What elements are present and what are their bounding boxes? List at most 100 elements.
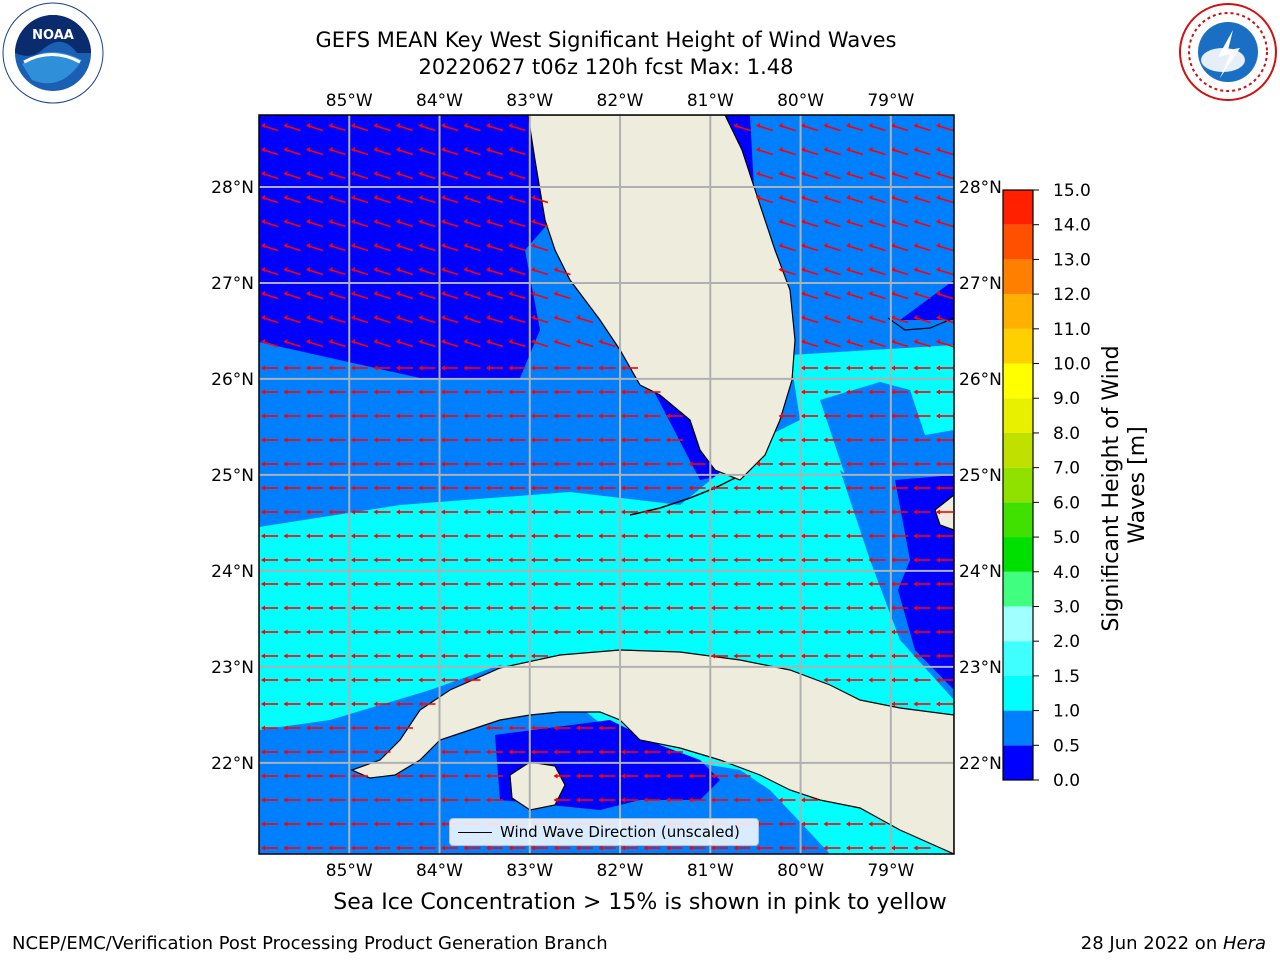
wind-arrow-head [576, 605, 580, 611]
wind-arrow-head [688, 797, 693, 803]
wind-arrow-head [733, 509, 738, 515]
wind-arrow-head [261, 315, 265, 320]
wind-arrow-head [621, 365, 625, 371]
wind-arrow-head [463, 605, 468, 611]
wind-arrow-head [463, 797, 468, 803]
wind-arrow-head [576, 485, 580, 491]
wind-arrow-head [261, 437, 265, 443]
wind-arrow-head [441, 389, 445, 395]
wind-arrow-head [846, 219, 850, 224]
wind-arrow-head [756, 461, 760, 467]
wind-arrow-head [396, 219, 400, 224]
wind-arrow-head [643, 773, 648, 779]
wind-arrow-head [621, 413, 625, 419]
wind-arrow-head [261, 557, 265, 563]
wind-arrow-head [441, 821, 445, 827]
wind-arrow-head [621, 605, 625, 611]
wind-arrow-head [418, 413, 423, 419]
colorbar-tick-label: 4.0 [1053, 563, 1080, 583]
wind-arrow-head [463, 413, 468, 419]
wind-arrow-head [441, 315, 445, 320]
wind-arrow-head [396, 339, 400, 344]
colorbar-swatch [1003, 328, 1033, 364]
wind-arrow-head [576, 725, 580, 731]
wind-arrow-head [936, 147, 940, 152]
wind-arrow-head [418, 629, 423, 635]
wind-arrow-head [328, 219, 333, 224]
wind-arrow-head [913, 629, 918, 635]
wind-arrow-head [351, 533, 355, 539]
wind-arrow-head [756, 797, 760, 803]
wind-arrow-head [598, 557, 603, 563]
wind-arrow-head [351, 291, 355, 296]
wind-arrow-head [418, 267, 423, 272]
wind-arrow-head [801, 557, 805, 563]
wind-arrow-head [553, 267, 558, 272]
wind-arrow-head [418, 581, 423, 587]
wind-arrow-head [531, 509, 535, 515]
wind-arrow-head [306, 461, 310, 467]
wind-arrow-head [598, 339, 603, 344]
wind-arrow-head [351, 243, 355, 248]
wind-arrow-head [531, 315, 535, 320]
wind-arrow-head [531, 725, 535, 731]
wind-arrow-head [373, 605, 378, 611]
wind-arrow-head [351, 605, 355, 611]
wind-arrow-head [846, 389, 850, 395]
wind-arrow-head [733, 533, 738, 539]
colorbar-tick-label: 0.5 [1053, 736, 1080, 756]
wind-arrow-head [553, 581, 558, 587]
wind-arrow-head [936, 123, 940, 128]
wind-arrow-head [351, 413, 355, 419]
lon-label: 82°W [597, 861, 644, 881]
wind-arrow-head [913, 845, 918, 851]
wind-arrow-head [306, 677, 310, 683]
wind-arrow-head [373, 653, 378, 659]
wind-arrow-head [283, 605, 288, 611]
wind-arrow-head [846, 509, 850, 515]
wind-arrow-head [261, 773, 265, 779]
colorbar-tick-label: 14.0 [1053, 216, 1091, 236]
wind-arrow-head [508, 389, 513, 395]
wind-arrow-head [598, 437, 603, 443]
colorbar-swatch [1003, 467, 1033, 503]
wind-arrow-head [891, 243, 895, 248]
footer-date: 28 Jun 2022 on Hera [1081, 933, 1266, 954]
wind-arrow-head [801, 195, 805, 200]
wind-arrow-head [688, 773, 693, 779]
wind-arrow-head [261, 171, 265, 176]
wind-arrow-head [531, 461, 535, 467]
wind-arrow-head [508, 219, 513, 224]
wind-arrow-head [936, 677, 940, 683]
wind-arrow-head [553, 315, 558, 320]
wind-arrow-head [643, 509, 648, 515]
wind-arrow-head [846, 845, 850, 851]
wind-arrow-head [823, 485, 828, 491]
wind-arrow-head [351, 339, 355, 344]
wind-arrow-head [823, 315, 828, 320]
lon-label: 80°W [777, 861, 824, 881]
wind-arrow-head [868, 461, 873, 467]
wind-arrow-head [306, 171, 310, 176]
lon-label: 81°W [687, 861, 734, 881]
colorbar-tick-label: 5.0 [1053, 528, 1080, 548]
wind-arrow-head [306, 267, 310, 272]
wind-arrow-head [373, 171, 378, 176]
wind-arrow-head [351, 437, 355, 443]
wind-arrow-head [261, 123, 265, 128]
colorbar-tick-label: 1.5 [1053, 667, 1080, 687]
noaa-logo: NOAA [2, 2, 104, 104]
wind-arrow-head [508, 243, 513, 248]
map-frame [258, 114, 955, 855]
wind-arrow-head [778, 413, 783, 419]
wind-arrow-head [441, 437, 445, 443]
wind-arrow-head [351, 677, 355, 683]
wind-arrow-head [823, 267, 828, 272]
wind-arrow-head [396, 461, 400, 467]
wind-arrow-head [891, 365, 895, 371]
lat-label: 24°N [211, 562, 254, 582]
wind-arrow-head [441, 461, 445, 467]
wind-arrow-head [913, 243, 918, 248]
wind-arrow-head [463, 219, 468, 224]
wind-arrow-head [688, 581, 693, 587]
